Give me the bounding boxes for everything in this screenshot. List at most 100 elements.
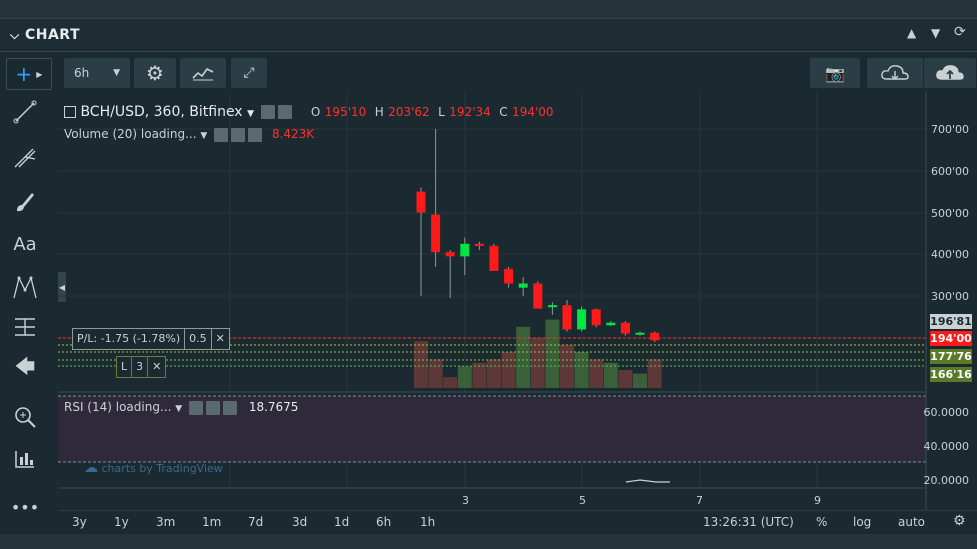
measure-tool[interactable]: [8, 312, 42, 342]
price-tick: 400'00: [930, 248, 969, 261]
price-tick: 500'00: [930, 207, 969, 220]
candles: [416, 129, 660, 342]
close-icon[interactable]: [248, 127, 263, 142]
fullscreen-icon: ⤢: [243, 65, 255, 81]
chart-header: ⌵ CHART ▲ ▼ ⟳: [0, 19, 977, 52]
bottom-bar: 3y 1y 3m 1m 7d 3d 1d 6h 1h 13:26:31 (UTC…: [58, 510, 977, 535]
price-tag-last: 196'81: [930, 314, 972, 329]
submenu-arrow-icon: ▶: [36, 69, 43, 79]
gear-icon[interactable]: [231, 127, 246, 142]
crosshair-tool-button[interactable]: + ▶: [6, 58, 52, 90]
panel-collapse-handle[interactable]: ◀: [58, 272, 66, 302]
rsi-label[interactable]: RSI (14) loading...: [64, 400, 172, 414]
fullscreen-button[interactable]: ⤢: [231, 58, 267, 88]
volume-bar: [633, 373, 647, 388]
volume-value: 8.423K: [271, 127, 315, 141]
save-chart-button[interactable]: [924, 58, 976, 88]
range-1h[interactable]: 1h: [420, 515, 436, 529]
zoom-tool[interactable]: [8, 402, 42, 432]
range-6h[interactable]: 6h: [376, 515, 392, 529]
move-up-icon[interactable]: ▲: [907, 26, 917, 40]
settings-button[interactable]: ⚙: [134, 58, 176, 88]
price-tick: 700'00: [930, 123, 969, 136]
cancel-order-icon[interactable]: ✕: [152, 360, 162, 373]
range-3y[interactable]: 3y: [72, 515, 87, 529]
close-position-icon[interactable]: ✕: [215, 332, 225, 345]
range-3d[interactable]: 3d: [292, 515, 308, 529]
eye-icon[interactable]: [261, 105, 276, 119]
collapse-chevron-icon[interactable]: ⌵: [10, 28, 20, 42]
rsi-menu-icon[interactable]: ▼: [175, 404, 183, 414]
time-tick: 7: [696, 494, 703, 507]
legend-collapse-icon[interactable]: [64, 106, 76, 118]
gear-icon[interactable]: [205, 400, 220, 415]
candle-body: [474, 243, 484, 246]
close-icon[interactable]: [222, 400, 237, 415]
eye-icon[interactable]: [214, 127, 229, 142]
candle-body: [591, 309, 601, 326]
indicators-icon: [192, 67, 214, 81]
symbol-menu-icon[interactable]: ▼: [247, 109, 254, 119]
candle-body: [562, 305, 572, 330]
volume-bar: [428, 359, 443, 388]
chart-toolbar: + ▶ 6h ▼ ⚙ ⤢ 📷: [0, 52, 977, 92]
brush-tool[interactable]: [8, 187, 42, 217]
symbol-name[interactable]: BCH/USD, 360, Bitfinex: [80, 104, 243, 120]
open-label: O: [310, 105, 321, 119]
volume-menu-icon[interactable]: ▼: [200, 131, 208, 141]
trend-line-tool[interactable]: [8, 97, 42, 127]
pitchfork-tool[interactable]: [8, 142, 42, 172]
line-icon: [13, 100, 37, 124]
pitchfork-icon: [14, 148, 36, 168]
text-tool[interactable]: Aa: [8, 229, 42, 259]
window-bottom-bar: [0, 534, 977, 549]
rsi-value: 18.7675: [248, 400, 299, 414]
percent-toggle[interactable]: %: [816, 515, 828, 529]
refresh-icon[interactable]: ⟳: [954, 24, 966, 40]
volume-bar: [647, 359, 662, 388]
chart-title[interactable]: ⌵ CHART: [10, 27, 80, 43]
snapshot-button[interactable]: 📷: [810, 58, 860, 88]
position-pl-box[interactable]: P/L: -1.75 (-1.78%) 0.5 ✕: [72, 328, 230, 350]
drawing-tools-panel: Aa 🡄 •••: [0, 92, 58, 517]
gear-icon[interactable]: ⚙: [953, 513, 966, 529]
more-icon: •••: [10, 497, 40, 517]
range-1y[interactable]: 1y: [114, 515, 129, 529]
pattern-icon: [13, 276, 37, 299]
price-tick: 600'00: [930, 165, 969, 178]
volume-legend: Volume (20) loading... ▼ 8.423K: [64, 127, 314, 142]
range-3m[interactable]: 3m: [156, 515, 176, 529]
candle-body: [445, 252, 455, 257]
window-top-bar: [0, 0, 977, 19]
interval-select[interactable]: 6h ▼: [64, 58, 130, 88]
volume-bar: [501, 352, 516, 388]
range-7d[interactable]: 7d: [248, 515, 264, 529]
position-qty: 0.5: [185, 329, 212, 349]
open-value: 195'10: [324, 105, 367, 119]
time-tick: 9: [814, 494, 821, 507]
order-box[interactable]: L 3 ✕: [116, 356, 167, 378]
more-tools-button[interactable]: •••: [8, 492, 42, 522]
move-down-icon[interactable]: ▼: [931, 26, 941, 40]
log-toggle[interactable]: log: [853, 515, 872, 529]
load-chart-button[interactable]: [867, 58, 923, 88]
gear-icon[interactable]: [278, 105, 293, 119]
back-button[interactable]: 🡄: [8, 354, 42, 384]
volume-bar: [516, 326, 531, 388]
range-1m[interactable]: 1m: [202, 515, 222, 529]
auto-toggle[interactable]: auto: [898, 515, 926, 529]
low-label: L: [438, 105, 445, 119]
indicators-button[interactable]: [180, 58, 226, 88]
tradingview-watermark[interactable]: ☁ charts by TradingView: [84, 460, 223, 476]
price-tag-position: 177'76: [930, 349, 972, 364]
candle-body: [504, 268, 514, 284]
pattern-tool[interactable]: [8, 272, 42, 302]
candle-body: [460, 243, 470, 257]
range-1d[interactable]: 1d: [334, 515, 350, 529]
candle-body: [620, 322, 630, 334]
measure-ruler-tool[interactable]: [8, 444, 42, 474]
volume-label[interactable]: Volume (20) loading...: [64, 127, 197, 141]
candle-body: [431, 214, 441, 253]
eye-icon[interactable]: [188, 400, 203, 415]
